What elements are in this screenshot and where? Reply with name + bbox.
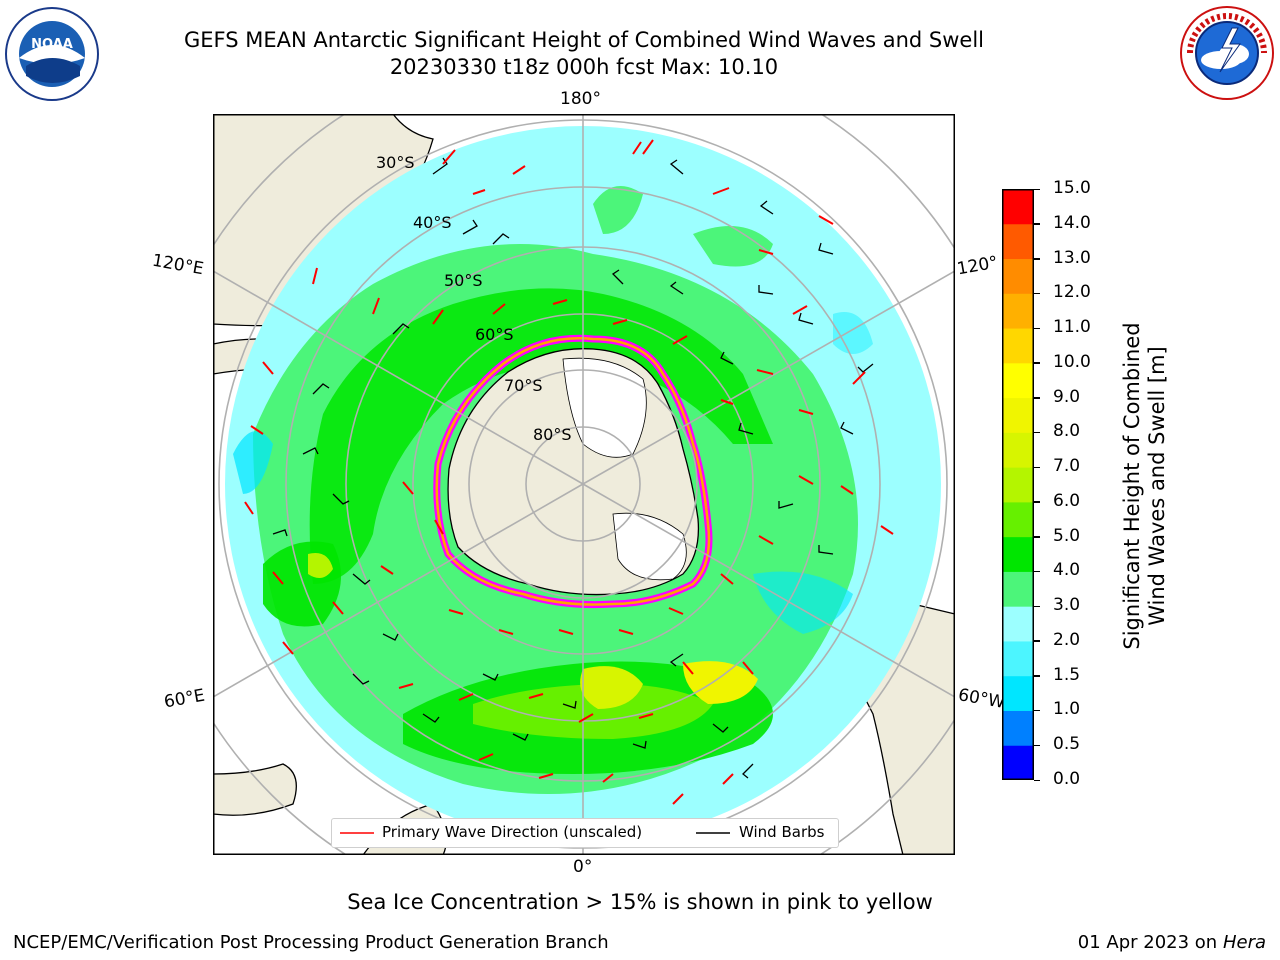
colorbar-tick-mark (1034, 362, 1040, 364)
colorbar-tick-label: 6.0 (1053, 490, 1081, 511)
colorbar-tick-mark (1034, 744, 1040, 747)
svg-text:NOAA: NOAA (31, 37, 73, 52)
colorbar-segment (1002, 467, 1034, 503)
colorbar-tick-label: 12.0 (1053, 282, 1091, 303)
colorbar-tick-mark (1034, 536, 1040, 538)
noaa-logo: NOAA (5, 7, 99, 101)
colorbar-tick-label: 10.0 (1053, 351, 1091, 372)
colorbar-tick-label: 1.0 (1053, 699, 1081, 720)
wave-direction-legend-label: Primary Wave Direction (unscaled) (382, 823, 643, 841)
sea-ice-caption: Sea Ice Concentration > 15% is shown in … (347, 890, 933, 914)
colorbar-tick-mark (1034, 188, 1040, 190)
map-legend: Primary Wave Direction (unscaled) Wind B… (331, 818, 839, 848)
colorbar-tick-label: 15.0 (1053, 178, 1091, 198)
colorbar-tick-mark (1034, 292, 1040, 295)
colorbar-segment (1002, 293, 1034, 329)
wind-barbs-legend-line (696, 832, 730, 834)
wave-direction-legend-line (340, 832, 374, 834)
colorbar-tick-label: 13.0 (1053, 247, 1091, 268)
colorbar-title-line1: Significant Height of Combined (1120, 322, 1144, 650)
colorbar-tick-mark (1034, 223, 1040, 225)
colorbar-segment (1002, 258, 1034, 294)
chart-title: GEFS MEAN Antarctic Significant Height o… (183, 28, 985, 52)
colorbar-tick-mark (1034, 327, 1040, 330)
colorbar-tick-mark (1034, 675, 1040, 677)
colorbar-segment (1002, 571, 1034, 607)
colorbar-tick-label: 0.5 (1053, 734, 1081, 755)
lon-label-60w: 60°W (956, 685, 1007, 713)
lat-label-60s: 60°S (475, 325, 514, 344)
footer-branch: NCEP/EMC/Verification Post Processing Pr… (13, 932, 609, 953)
colorbar-tick-label: 3.0 (1053, 595, 1081, 616)
lon-label-0: 0° (573, 857, 593, 877)
colorbar-tick-label: 0.0 (1053, 769, 1081, 789)
meridians (213, 114, 955, 855)
chart-subtitle: 20230330 t18z 000h fcst Max: 10.10 (389, 55, 779, 79)
colorbar-border (1002, 189, 1034, 780)
colorbar-tick-mark (1034, 397, 1040, 399)
lat-label-80s: 80°S (533, 425, 572, 444)
wave-direction-arrows (244, 139, 894, 805)
colorbar-tick-mark (1034, 570, 1040, 573)
colorbar-tick-label: 14.0 (1053, 212, 1091, 233)
lat-label-50s: 50°S (444, 271, 483, 290)
footer-date: 01 Apr 2023 on Hera (1078, 932, 1266, 953)
colorbar-tick-mark (1034, 709, 1040, 712)
polar-map (213, 114, 955, 855)
colorbar-tick-mark (1034, 640, 1040, 642)
colorbar-segment (1002, 362, 1034, 399)
footer-machine: Hera (1222, 932, 1266, 953)
colorbar-segment (1002, 189, 1034, 225)
colorbar (1002, 189, 1034, 780)
colorbar-segment (1002, 328, 1034, 364)
colorbar-tick-label: 5.0 (1053, 525, 1081, 546)
nws-logo (1180, 6, 1274, 100)
lon-label-120e: 120°E (150, 250, 206, 280)
colorbar-segment (1002, 710, 1034, 746)
lon-label-120w: 120° (955, 252, 1000, 280)
colorbar-title: Significant Height of Combined Wind Wave… (1120, 276, 1170, 696)
colorbar-tick-mark (1034, 466, 1040, 469)
colorbar-segment (1002, 223, 1034, 260)
colorbar-tick-label: 8.0 (1053, 421, 1081, 442)
lat-label-40s: 40°S (413, 213, 452, 232)
colorbar-segment (1002, 432, 1034, 468)
colorbar-segment (1002, 536, 1034, 572)
colorbar-segment (1002, 606, 1034, 642)
colorbar-segment (1002, 397, 1034, 433)
colorbar-tick-label: 9.0 (1053, 386, 1081, 407)
colorbar-tick-label: 7.0 (1053, 456, 1081, 477)
footer-date-text: 01 Apr 2023 on (1077, 932, 1223, 953)
colorbar-tick-label: 2.0 (1053, 629, 1081, 650)
colorbar-tick-mark (1034, 605, 1040, 608)
lat-label-30s: 30°S (376, 153, 415, 172)
wind-barbs-legend-label: Wind Barbs (739, 823, 825, 841)
colorbar-tick-mark (1034, 431, 1040, 434)
lon-label-180: 180° (560, 89, 601, 109)
colorbar-segment (1002, 675, 1034, 711)
colorbar-tick-mark (1034, 501, 1040, 503)
colorbar-tick-label: 4.0 (1053, 560, 1081, 581)
colorbar-segment (1002, 640, 1034, 677)
colorbar-title-line2: Wind Waves and Swell [m] (1145, 346, 1169, 626)
colorbar-tick-label: 1.5 (1053, 664, 1081, 685)
colorbar-tick-mark (1034, 779, 1040, 781)
colorbar-segment (1002, 501, 1034, 538)
lat-label-70s: 70°S (504, 376, 543, 395)
wind-barbs (272, 157, 874, 779)
colorbar-tick-label: 11.0 (1053, 317, 1091, 338)
colorbar-segment (1002, 745, 1034, 780)
colorbar-tick-mark (1034, 258, 1040, 260)
lon-label-60e: 60°E (162, 685, 207, 713)
